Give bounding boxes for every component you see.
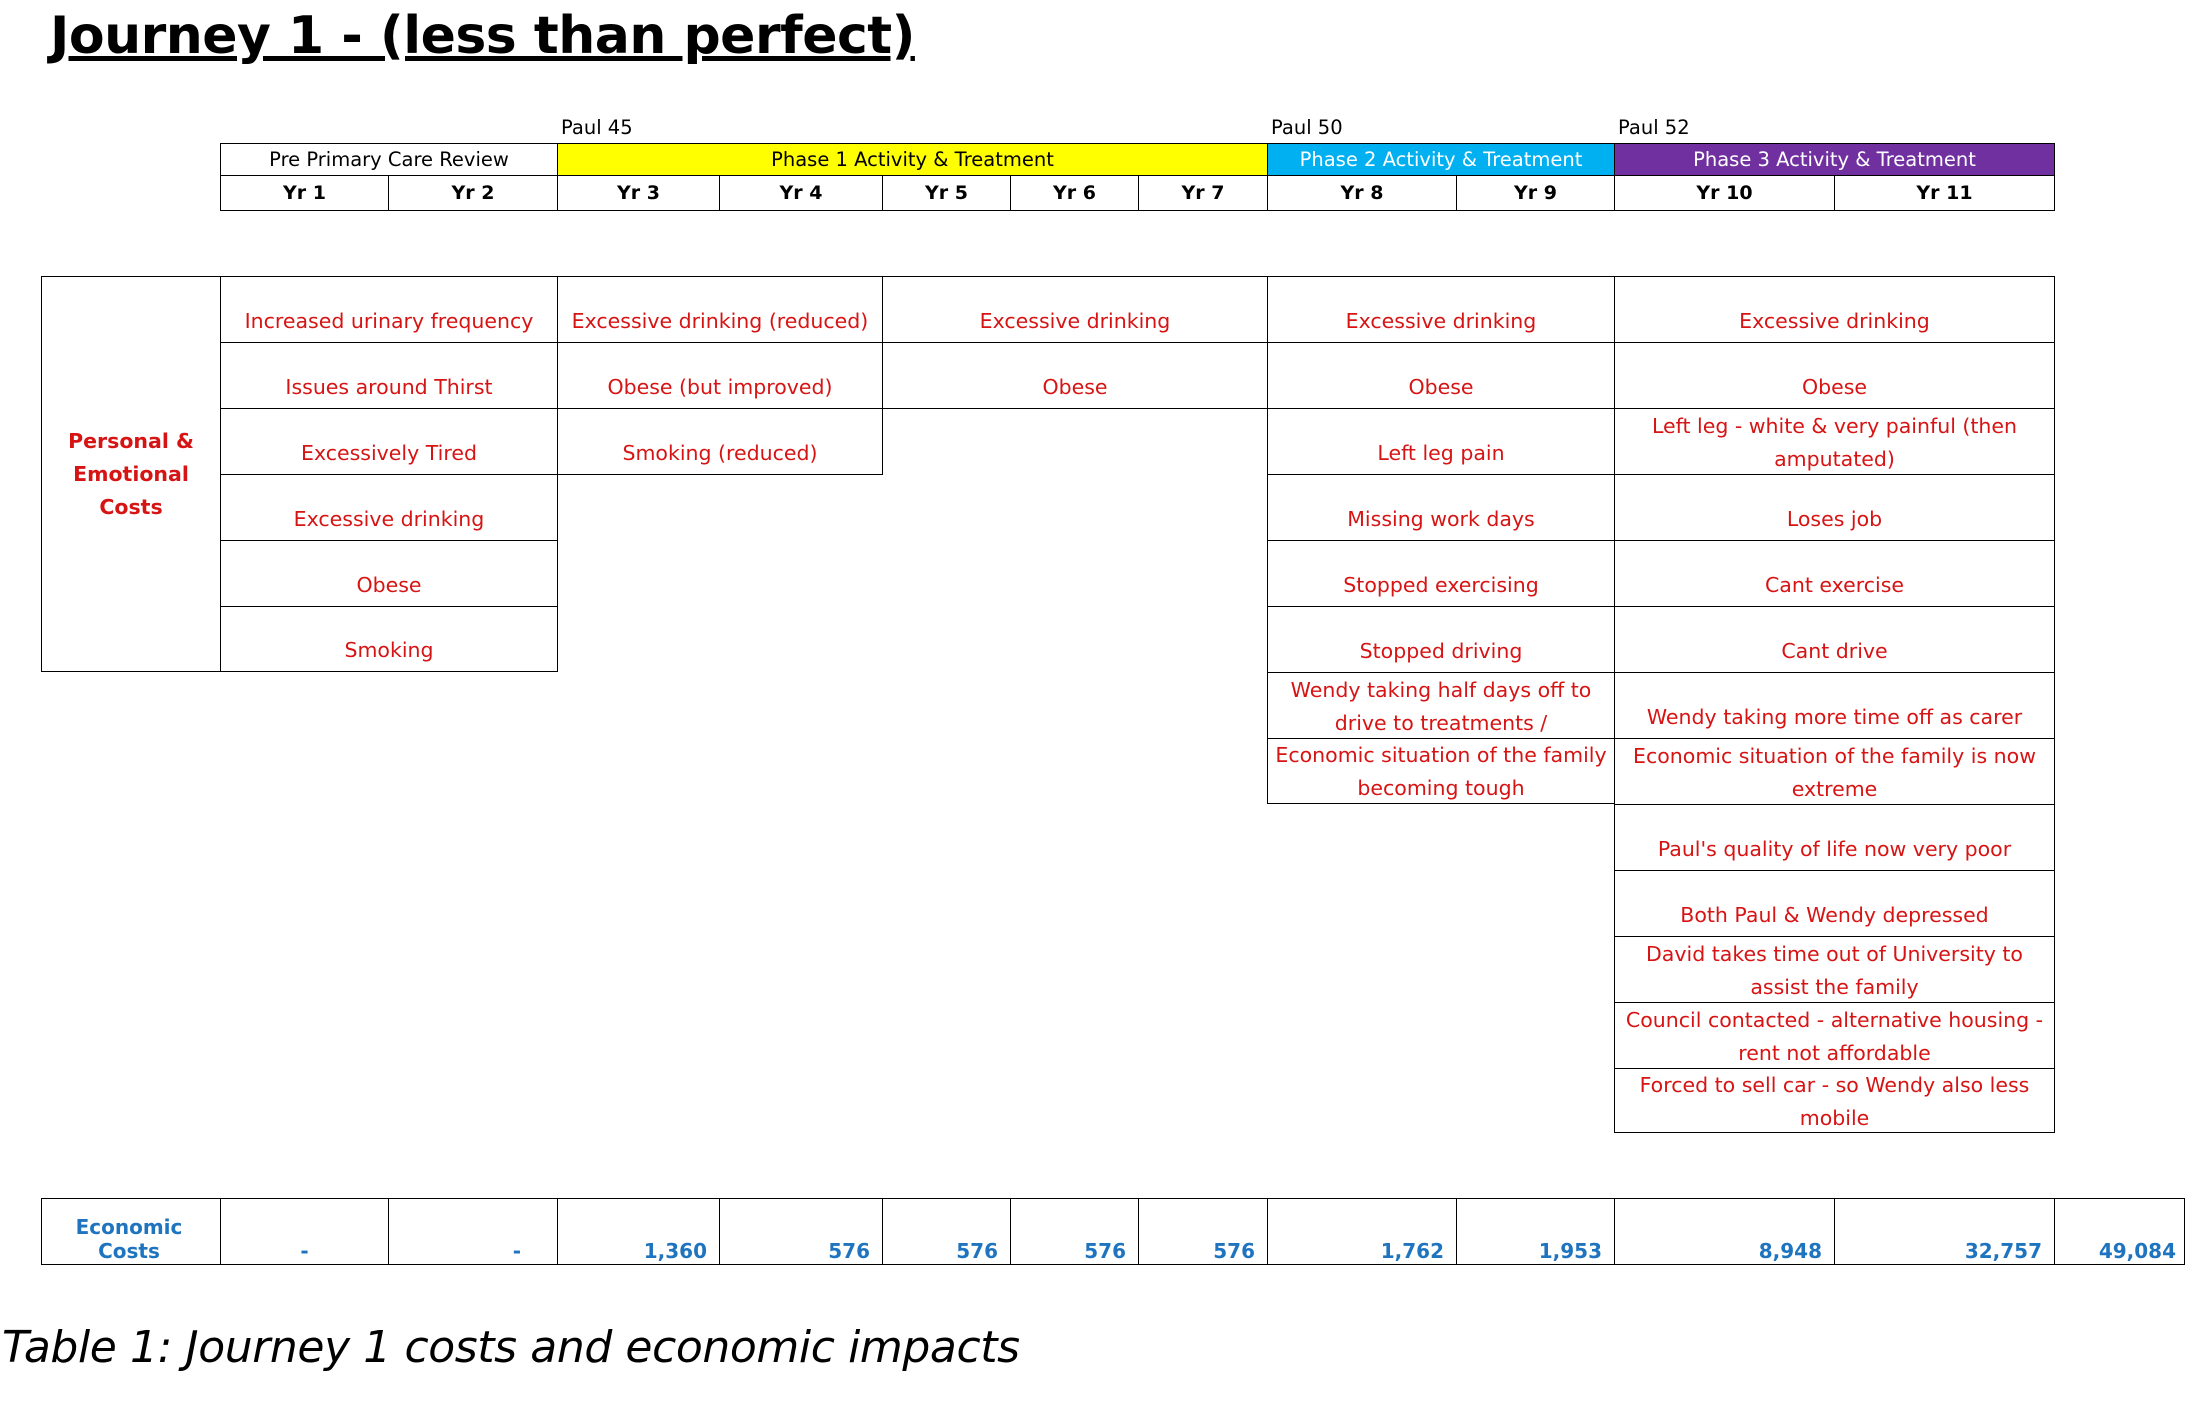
- phase1-late-impact-cell: Obese: [882, 342, 1268, 409]
- phase3-impact-cell: Forced to sell car - so Wendy also less …: [1614, 1068, 2055, 1133]
- phase3-impact-cell: Loses job: [1614, 474, 2055, 541]
- phase2-impact-cell: Stopped exercising: [1267, 540, 1615, 607]
- phase-pre-primary: Pre Primary Care Review: [220, 143, 558, 176]
- economic-cost-total: 49,084: [2054, 1198, 2185, 1265]
- phase2-impact-cell: Left leg pain: [1267, 408, 1615, 475]
- pre-impact-cell: Smoking: [220, 606, 558, 672]
- economic-cost-yr2: -: [388, 1198, 558, 1265]
- year-header-1: Yr 1: [220, 175, 389, 211]
- phase2-impact-cell: Economic situation of the family becomin…: [1267, 738, 1615, 804]
- economic-cost-yr6: 576: [1010, 1198, 1139, 1265]
- personal-label-line2: Emotional Costs: [73, 461, 189, 519]
- economic-cost-yr7: 576: [1138, 1198, 1268, 1265]
- year-header-10: Yr 10: [1614, 175, 1835, 211]
- phase3-impact-cell: Economic situation of the family is now …: [1614, 738, 2055, 805]
- phase2-impact-cell: Excessive drinking: [1267, 276, 1615, 343]
- phase3-impact-cell: Cant exercise: [1614, 540, 2055, 607]
- pre-impact-cell: Issues around Thirst: [220, 342, 558, 409]
- economic-costs-label: Economic Costs: [41, 1198, 221, 1265]
- phase3-impact-cell: Both Paul & Wendy depressed: [1614, 870, 2055, 937]
- economic-cost-yr9: 1,953: [1456, 1198, 1615, 1265]
- phase3-impact-cell: David takes time out of University to as…: [1614, 936, 2055, 1003]
- year-header-4: Yr 4: [719, 175, 883, 211]
- phase1-early-impact-cell: Obese (but improved): [557, 342, 883, 409]
- page-title: Journey 1 - (less than perfect): [50, 6, 915, 66]
- phase-1-header: Phase 1 Activity & Treatment: [557, 143, 1268, 176]
- personal-label-line1: Personal &: [68, 428, 194, 453]
- phase2-impact-cell: Stopped driving: [1267, 606, 1615, 673]
- phase3-impact-cell: Left leg - white & very painful (then am…: [1614, 408, 2055, 475]
- year-header-9: Yr 9: [1456, 175, 1615, 211]
- pre-impact-cell: Increased urinary frequency: [220, 276, 558, 343]
- phase3-impact-cell: Obese: [1614, 342, 2055, 409]
- phase-2-header: Phase 2 Activity & Treatment: [1267, 143, 1615, 176]
- economic-cost-yr8: 1,762: [1267, 1198, 1457, 1265]
- economic-cost-yr1: -: [220, 1198, 389, 1265]
- year-header-8: Yr 8: [1267, 175, 1457, 211]
- year-header-2: Yr 2: [388, 175, 558, 211]
- phase1-early-impact-cell: Smoking (reduced): [557, 408, 883, 475]
- year-header-3: Yr 3: [557, 175, 720, 211]
- phase3-impact-cell: Excessive drinking: [1614, 276, 2055, 343]
- phase3-impact-cell: Council contacted - alternative housing …: [1614, 1002, 2055, 1069]
- age-marker-50: Paul 50: [1271, 116, 1343, 139]
- phase3-impact-cell: Wendy taking more time off as carer: [1614, 672, 2055, 739]
- phase2-impact-cell: Wendy taking half days off to drive to t…: [1267, 672, 1615, 739]
- economic-cost-yr5: 576: [882, 1198, 1011, 1265]
- phase2-impact-cell: Obese: [1267, 342, 1615, 409]
- age-marker-45: Paul 45: [561, 116, 633, 139]
- phase1-early-impact-cell: Excessive drinking (reduced): [557, 276, 883, 343]
- year-header-7: Yr 7: [1138, 175, 1268, 211]
- pre-impact-cell: Excessive drinking: [220, 474, 558, 541]
- pre-impact-cell: Obese: [220, 540, 558, 607]
- economic-cost-yr10: 8,948: [1614, 1198, 1835, 1265]
- age-marker-52: Paul 52: [1618, 116, 1690, 139]
- phase-3-header: Phase 3 Activity & Treatment: [1614, 143, 2055, 176]
- phase3-impact-cell: Paul's quality of life now very poor: [1614, 804, 2055, 871]
- economic-cost-yr3: 1,360: [557, 1198, 720, 1265]
- year-header-6: Yr 6: [1010, 175, 1139, 211]
- table-caption: Table 1: Journey 1 costs and economic im…: [2, 1322, 1020, 1373]
- phase3-impact-cell: Cant drive: [1614, 606, 2055, 673]
- phase1-late-impact-cell: Excessive drinking: [882, 276, 1268, 343]
- economic-cost-yr11: 32,757: [1834, 1198, 2055, 1265]
- phase2-impact-cell: Missing work days: [1267, 474, 1615, 541]
- year-header-5: Yr 5: [882, 175, 1011, 211]
- pre-impact-cell: Excessively Tired: [220, 408, 558, 475]
- year-header-11: Yr 11: [1834, 175, 2055, 211]
- economic-cost-yr4: 576: [719, 1198, 883, 1265]
- personal-emotional-label: Personal & Emotional Costs: [41, 276, 221, 672]
